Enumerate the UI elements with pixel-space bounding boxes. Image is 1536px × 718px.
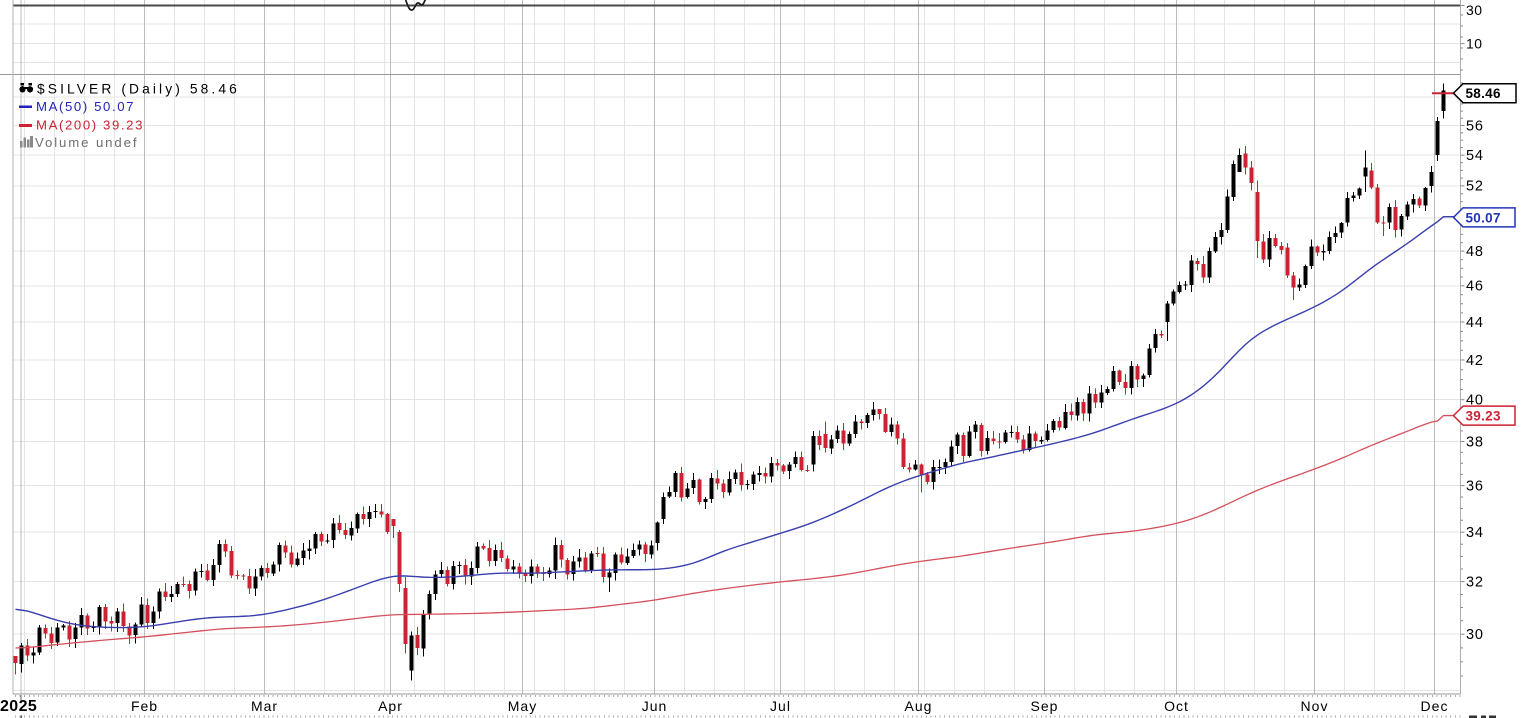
- svg-text:Feb: Feb: [131, 698, 158, 714]
- svg-text:52: 52: [1466, 179, 1484, 195]
- svg-text:May: May: [508, 698, 537, 714]
- svg-text:10: 10: [1466, 35, 1483, 51]
- svg-text:Dec: Dec: [1421, 698, 1449, 714]
- svg-text:Volume undef: Volume undef: [35, 135, 138, 150]
- svg-text:$SILVER (Daily) 58.46: $SILVER (Daily) 58.46: [37, 82, 240, 97]
- svg-text:50.07: 50.07: [1466, 210, 1501, 225]
- svg-text:Nov: Nov: [1301, 698, 1329, 714]
- svg-text:58.46: 58.46: [1466, 86, 1501, 101]
- svg-text:Jul: Jul: [770, 698, 791, 714]
- svg-text:Mar: Mar: [251, 698, 278, 714]
- svg-text:Oct: Oct: [1164, 698, 1189, 714]
- svg-text:34: 34: [1466, 525, 1484, 541]
- svg-text:30: 30: [1466, 2, 1483, 18]
- svg-text:39.23: 39.23: [1466, 409, 1501, 424]
- svg-text:Jun: Jun: [642, 698, 668, 714]
- svg-text:54: 54: [1466, 148, 1484, 164]
- svg-text:Aug: Aug: [905, 698, 933, 714]
- svg-text:40: 40: [1466, 393, 1484, 409]
- svg-text:46: 46: [1466, 279, 1484, 295]
- svg-text:Sep: Sep: [1031, 698, 1059, 714]
- svg-text:48: 48: [1466, 244, 1484, 260]
- svg-text:36: 36: [1466, 478, 1484, 494]
- svg-text:44: 44: [1466, 315, 1484, 331]
- svg-text:MA(50) 50.07: MA(50) 50.07: [36, 99, 135, 114]
- svg-text:MA(200) 39.23: MA(200) 39.23: [36, 118, 144, 133]
- svg-text:30: 30: [1466, 627, 1484, 643]
- svg-text:42: 42: [1466, 353, 1484, 369]
- svg-text:2025: 2025: [0, 698, 37, 715]
- svg-text:38: 38: [1466, 434, 1484, 450]
- svg-text:Apr: Apr: [378, 698, 403, 714]
- svg-text:32: 32: [1466, 574, 1484, 590]
- svg-text:56: 56: [1466, 118, 1484, 134]
